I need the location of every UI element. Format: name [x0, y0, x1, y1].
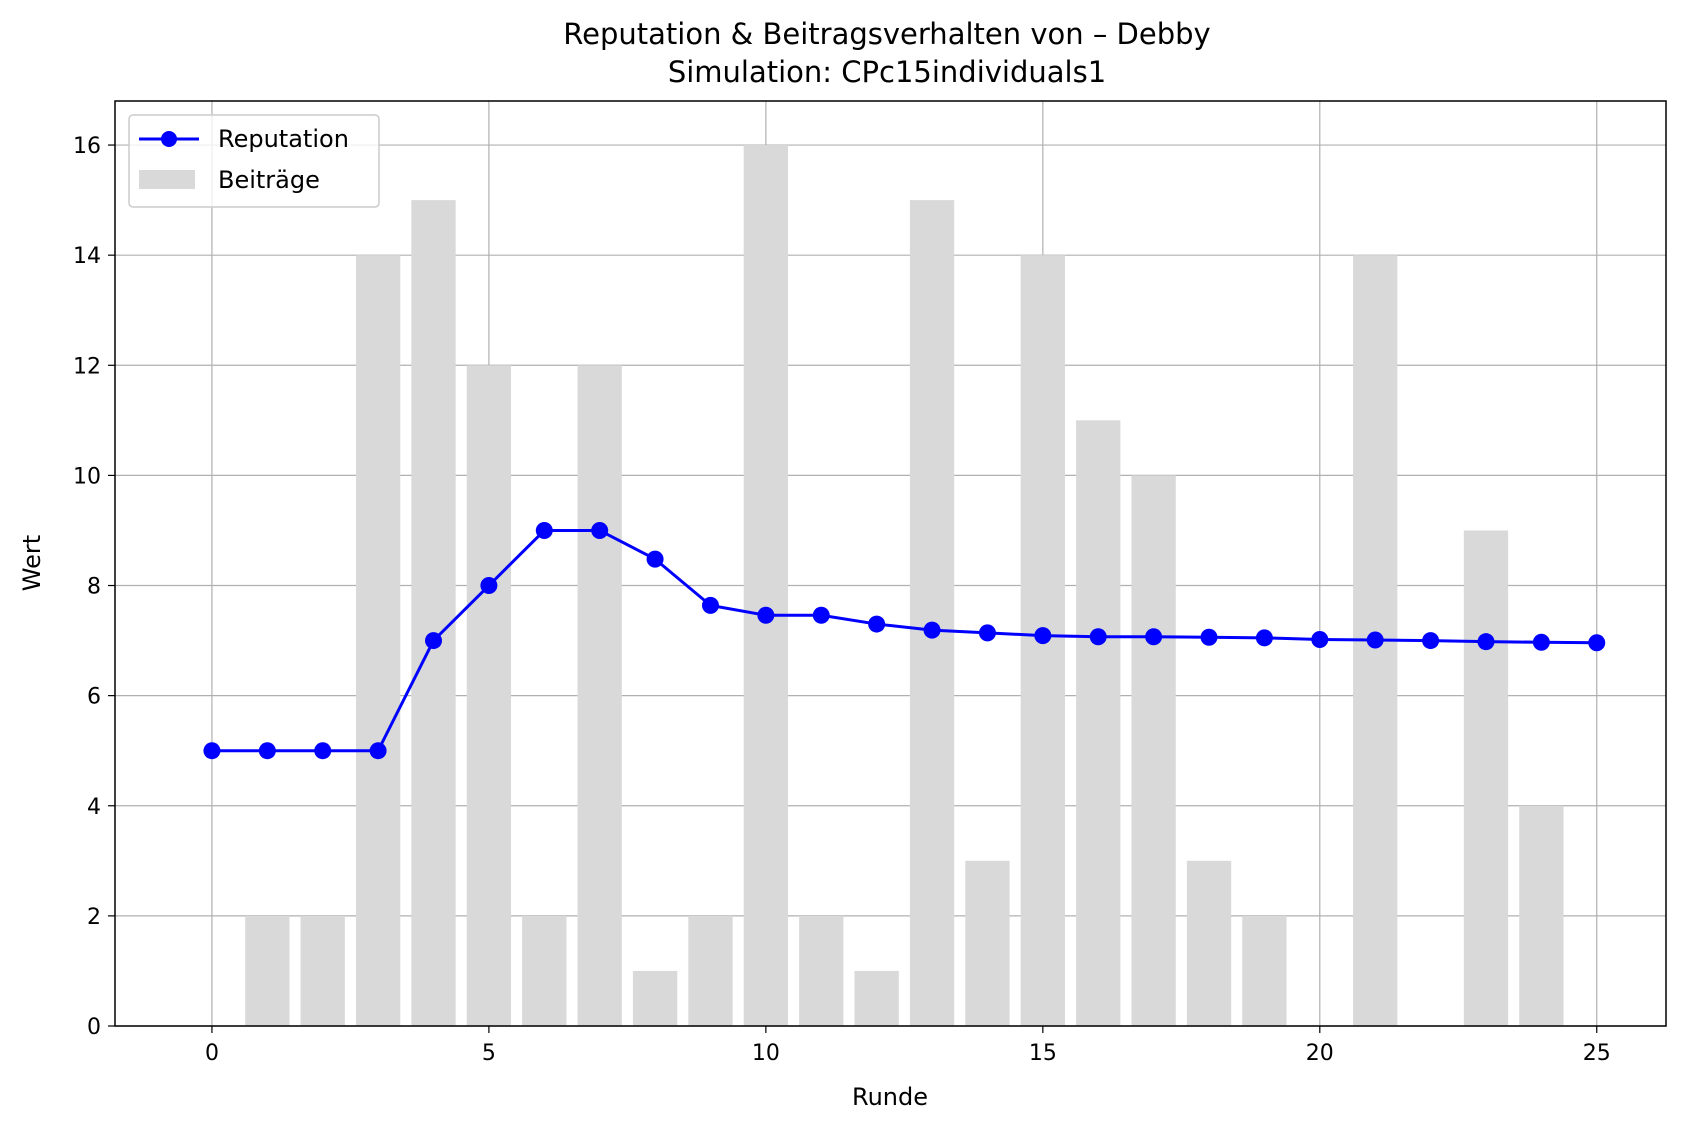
- bar-beitraege: [355, 255, 401, 1026]
- reputation-point: [1477, 633, 1495, 651]
- reputation-point: [535, 521, 553, 539]
- reputation-line: [203, 521, 1606, 760]
- bar-beitraege: [965, 860, 1010, 1026]
- bar-beitraege: [1519, 805, 1564, 1026]
- reputation-point: [203, 742, 221, 760]
- bar-beitraege: [466, 365, 512, 1026]
- reputation-point: [1366, 631, 1384, 649]
- x-axis-label: Runde: [852, 1083, 928, 1111]
- bar-beitraege: [799, 915, 844, 1026]
- x-tick-label: 5: [482, 1041, 496, 1066]
- bar-beitraege: [632, 970, 678, 1026]
- reputation-point: [1200, 628, 1218, 646]
- reputation-point: [812, 606, 830, 624]
- reputation-point: [701, 596, 719, 614]
- x-tick-label: 15: [1029, 1041, 1057, 1066]
- x-tick-label: 10: [752, 1041, 780, 1066]
- reputation-point: [369, 742, 387, 760]
- bar-beitraege: [743, 145, 789, 1027]
- chart-subtitle: Simulation: CPc15individuals1: [668, 55, 1106, 89]
- y-tick-label: 4: [87, 795, 101, 820]
- bar-beitraege: [1186, 860, 1232, 1026]
- bar-beitraege: [909, 200, 955, 1026]
- bar-beitraege: [688, 915, 733, 1026]
- bar-beitraege: [1242, 915, 1287, 1026]
- reputation-point: [1145, 628, 1163, 646]
- y-tick-label: 8: [87, 575, 101, 600]
- y-tick-label: 2: [87, 905, 101, 930]
- x-tick-label: 25: [1583, 1041, 1611, 1066]
- y-tick-label: 0: [87, 1015, 101, 1040]
- y-tick-label: 14: [73, 244, 101, 269]
- reputation-point: [978, 624, 996, 642]
- bar-beitraege: [411, 200, 456, 1026]
- x-tick-label: 0: [205, 1041, 219, 1066]
- chart-title: Reputation & Beitragsverhalten von – Deb…: [563, 17, 1210, 51]
- reputation-point: [1532, 633, 1550, 651]
- bar-beitraege: [1076, 420, 1121, 1027]
- reputation-point: [1422, 632, 1440, 650]
- reputation-point: [480, 577, 498, 595]
- legend-reputation-label: Reputation: [218, 125, 349, 153]
- reputation-point: [868, 615, 886, 633]
- legend-beitraege-label: Beiträge: [218, 166, 320, 194]
- reputation-polyline: [211, 528, 1597, 753]
- reputation-point: [425, 632, 443, 650]
- plot-area-frame: [114, 100, 1667, 1027]
- y-tick-label: 16: [73, 134, 101, 159]
- legend-beitraege-swatch: [139, 170, 195, 189]
- bar-beitraege: [300, 915, 345, 1026]
- grid: [115, 101, 1666, 1027]
- bar-beitraege: [245, 915, 290, 1026]
- reputation-point: [591, 521, 609, 539]
- y-axis-label: Wert: [18, 535, 46, 591]
- reputation-point: [1588, 634, 1606, 652]
- y-axis-ticks: 0 2 4 6 8 10 12 14 16: [73, 134, 115, 1040]
- reputation-point: [258, 742, 276, 760]
- reputation-point: [1034, 627, 1052, 645]
- legend: Reputation Beiträge: [128, 114, 380, 208]
- reputation-point: [1089, 628, 1107, 646]
- reputation-point: [1255, 629, 1273, 647]
- y-tick-label: 12: [73, 354, 101, 379]
- y-tick-label: 6: [87, 685, 101, 710]
- bar-beitraege: [854, 970, 899, 1026]
- reputation-point: [757, 606, 775, 624]
- x-axis-ticks: 0 5 10 15 20 25: [205, 1026, 1611, 1066]
- bar-beitraege: [522, 915, 567, 1026]
- bar-beitraege: [577, 365, 622, 1026]
- legend-reputation-marker: [161, 131, 177, 147]
- x-tick-label: 20: [1306, 1041, 1334, 1066]
- reputation-point: [923, 621, 941, 639]
- reputation-point: [314, 742, 332, 760]
- y-tick-label: 10: [73, 464, 101, 489]
- reputation-point: [1311, 630, 1329, 648]
- bar-beitraege: [1131, 475, 1176, 1026]
- bar-beitraege: [1463, 530, 1509, 1026]
- reputation-point: [646, 550, 664, 568]
